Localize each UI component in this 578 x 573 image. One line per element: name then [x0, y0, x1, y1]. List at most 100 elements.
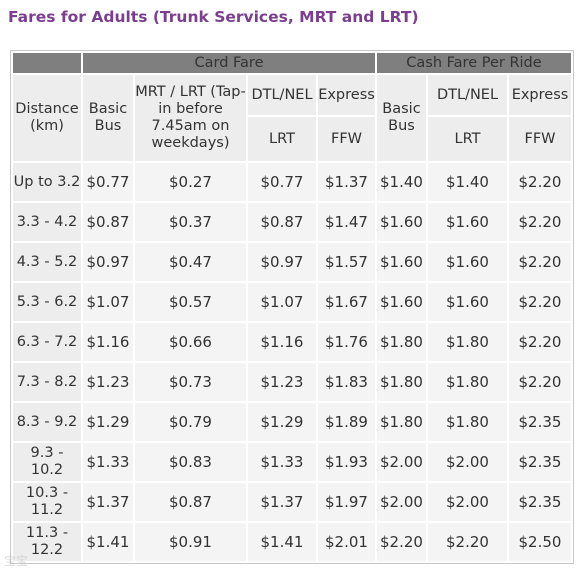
cash-basic-bus-cell: $2.00 [377, 483, 426, 521]
card-mrt-lrt-cell: $0.37 [135, 203, 246, 241]
cash-express-ffw-cell: $2.20 [509, 243, 571, 281]
cash-basic-bus-cell: $1.40 [377, 163, 426, 201]
card-mrt-lrt-cell: $0.27 [135, 163, 246, 201]
watermark: 宝宝 [4, 554, 29, 568]
card-basic-bus-cell: $1.23 [83, 363, 133, 401]
card-dtl-nel-lrt-cell: $0.97 [248, 243, 316, 281]
card-basic-bus-cell: $1.07 [83, 283, 133, 321]
column-header-card-lrt: LRT [248, 117, 316, 161]
card-basic-bus-cell: $1.33 [83, 443, 133, 481]
cash-express-ffw-cell: $2.20 [509, 203, 571, 241]
card-basic-bus-cell: $1.37 [83, 483, 133, 521]
card-express-ffw-cell: $1.93 [318, 443, 375, 481]
distance-cell: 10.3 - 11.2 [13, 483, 81, 521]
distance-cell: 8.3 - 9.2 [13, 403, 81, 441]
card-dtl-nel-lrt-cell: $1.33 [248, 443, 316, 481]
column-header-row: Distance (km) Basic Bus MRT / LRT (Tap-i… [13, 75, 571, 161]
cash-express-ffw-cell: $2.50 [509, 523, 571, 561]
table-row: 5.3 - 6.2 $1.07 $0.57 $1.07 $1.67 $1.60 $1.60 $… [13, 283, 571, 321]
table-row: 11.3 - 12.2 $1.41 $0.91 $1.41 $2.01 $2.20 $2.2… [13, 523, 571, 561]
card-mrt-lrt-cell: $0.66 [135, 323, 246, 361]
card-basic-bus-cell: $1.29 [83, 403, 133, 441]
table-row: 4.3 - 5.2 $0.97 $0.47 $0.97 $1.57 $1.60 $1.60 $… [13, 243, 571, 281]
card-mrt-lrt-cell: $0.57 [135, 283, 246, 321]
column-header-card-ffw: FFW [318, 117, 375, 161]
distance-cell: 11.3 - 12.2 [13, 523, 81, 561]
card-dtl-nel-lrt-cell: $1.41 [248, 523, 316, 561]
column-header-distance: Distance (km) [13, 75, 81, 161]
column-subheader-row: LRT FFW LRT FFW [13, 117, 571, 161]
card-dtl-nel-lrt-cell: $1.37 [248, 483, 316, 521]
cash-basic-bus-cell: $1.60 [377, 283, 426, 321]
column-header-card-mrt-lrt: MRT / LRT (Tap-in before 7.45am on weekd… [135, 75, 246, 161]
group-header-card-fare: Card Fare [83, 53, 375, 73]
column-header-cash-lrt: LRT [428, 117, 507, 161]
column-header-cash-basic-bus: Basic Bus [377, 75, 426, 161]
page-title: Fares for Adults (Trunk Services, MRT an… [8, 8, 419, 26]
cash-dtl-nel-lrt-cell: $1.80 [428, 323, 507, 361]
cash-dtl-nel-lrt-cell: $2.00 [428, 443, 507, 481]
column-header-card-express: Express [318, 75, 375, 115]
table-row: 9.3 - 10.2 $1.33 $0.83 $1.33 $1.93 $2.00 $2.00… [13, 443, 571, 481]
card-dtl-nel-lrt-cell: $1.16 [248, 323, 316, 361]
distance-cell: 6.3 - 7.2 [13, 323, 81, 361]
cash-basic-bus-cell: $2.00 [377, 443, 426, 481]
card-express-ffw-cell: $1.47 [318, 203, 375, 241]
card-basic-bus-cell: $0.87 [83, 203, 133, 241]
table-row: Up to 3.2 $0.77 $0.27 $0.77 $1.37 $1.40 $1.40 $… [13, 163, 571, 201]
cash-dtl-nel-lrt-cell: $1.60 [428, 243, 507, 281]
group-header-row: Card Fare Cash Fare Per Ride [13, 53, 571, 73]
column-header-cash-ffw: FFW [509, 117, 571, 161]
distance-cell: 7.3 - 8.2 [13, 363, 81, 401]
card-mrt-lrt-cell: $0.73 [135, 363, 246, 401]
card-dtl-nel-lrt-cell: $0.87 [248, 203, 316, 241]
card-dtl-nel-lrt-cell: $1.07 [248, 283, 316, 321]
cash-express-ffw-cell: $2.20 [509, 283, 571, 321]
card-express-ffw-cell: $1.57 [318, 243, 375, 281]
cash-basic-bus-cell: $1.60 [377, 203, 426, 241]
group-header-cash-fare: Cash Fare Per Ride [377, 53, 571, 73]
column-header-cash-dtl-nel: DTL/NEL [428, 75, 507, 115]
distance-cell: 9.3 - 10.2 [13, 443, 81, 481]
cash-dtl-nel-lrt-cell: $1.80 [428, 403, 507, 441]
card-basic-bus-cell: $0.97 [83, 243, 133, 281]
fare-rows: Up to 3.2 $0.77 $0.27 $0.77 $1.37 $1.40 $1.40 $… [13, 163, 571, 561]
card-mrt-lrt-cell: $0.79 [135, 403, 246, 441]
cash-basic-bus-cell: $2.20 [377, 523, 426, 561]
group-header-blank [13, 53, 81, 73]
table-row: 10.3 - 11.2 $1.37 $0.87 $1.37 $1.97 $2.00 $2.0… [13, 483, 571, 521]
cash-express-ffw-cell: $2.35 [509, 443, 571, 481]
table-row: 6.3 - 7.2 $1.16 $0.66 $1.16 $1.76 $1.80 $1.80 $… [13, 323, 571, 361]
distance-cell: Up to 3.2 [13, 163, 81, 201]
table-row: 7.3 - 8.2 $1.23 $0.73 $1.23 $1.83 $1.80 $1.80 $… [13, 363, 571, 401]
card-express-ffw-cell: $1.76 [318, 323, 375, 361]
card-express-ffw-cell: $1.37 [318, 163, 375, 201]
card-dtl-nel-lrt-cell: $0.77 [248, 163, 316, 201]
cash-express-ffw-cell: $2.35 [509, 403, 571, 441]
fares-table: Card Fare Cash Fare Per Ride Distance (k… [10, 50, 574, 564]
column-header-card-basic-bus: Basic Bus [83, 75, 133, 161]
cash-dtl-nel-lrt-cell: $1.60 [428, 283, 507, 321]
card-express-ffw-cell: $1.97 [318, 483, 375, 521]
cash-dtl-nel-lrt-cell: $2.20 [428, 523, 507, 561]
cash-express-ffw-cell: $2.35 [509, 483, 571, 521]
table-row: 3.3 - 4.2 $0.87 $0.37 $0.87 $1.47 $1.60 $1.60 $… [13, 203, 571, 241]
card-basic-bus-cell: $1.16 [83, 323, 133, 361]
cash-dtl-nel-lrt-cell: $1.80 [428, 363, 507, 401]
distance-cell: 5.3 - 6.2 [13, 283, 81, 321]
card-express-ffw-cell: $1.89 [318, 403, 375, 441]
cash-basic-bus-cell: $1.80 [377, 363, 426, 401]
column-header-card-dtl-nel: DTL/NEL [248, 75, 316, 115]
distance-cell: 4.3 - 5.2 [13, 243, 81, 281]
cash-express-ffw-cell: $2.20 [509, 163, 571, 201]
card-dtl-nel-lrt-cell: $1.23 [248, 363, 316, 401]
card-basic-bus-cell: $0.77 [83, 163, 133, 201]
card-express-ffw-cell: $2.01 [318, 523, 375, 561]
cash-basic-bus-cell: $1.80 [377, 323, 426, 361]
card-mrt-lrt-cell: $0.87 [135, 483, 246, 521]
cash-basic-bus-cell: $1.60 [377, 243, 426, 281]
card-dtl-nel-lrt-cell: $1.29 [248, 403, 316, 441]
table-row: 8.3 - 9.2 $1.29 $0.79 $1.29 $1.89 $1.80 $1.80 $… [13, 403, 571, 441]
card-mrt-lrt-cell: $0.83 [135, 443, 246, 481]
